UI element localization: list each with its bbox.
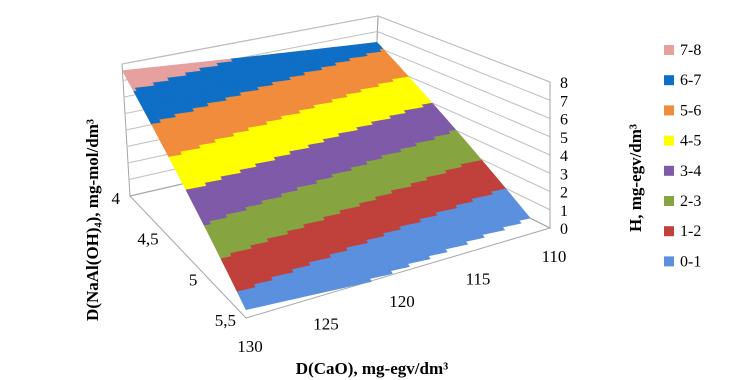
gridline (121, 15, 551, 83)
surface-plot (121, 42, 531, 311)
